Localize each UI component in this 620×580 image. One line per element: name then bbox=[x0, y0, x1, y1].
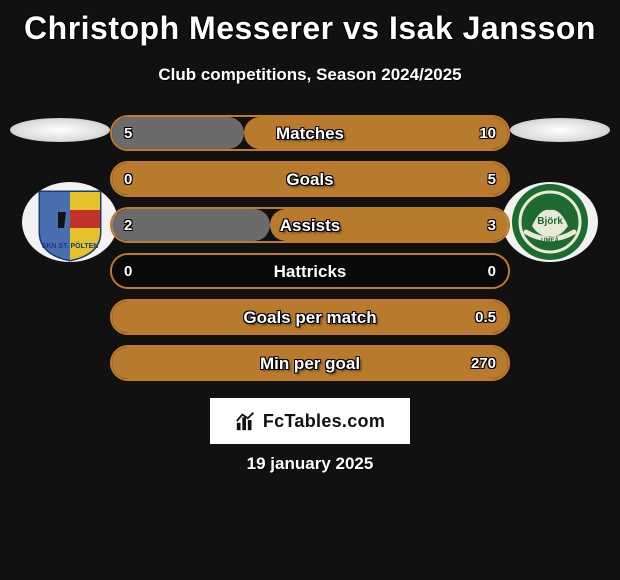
watermark: FcTables.com bbox=[210, 398, 410, 444]
stat-label: Hattricks bbox=[112, 255, 508, 289]
stat-row: 00Hattricks bbox=[0, 248, 620, 294]
stat-row: 270Min per goal bbox=[0, 340, 620, 386]
date-text: 19 january 2025 bbox=[0, 454, 620, 474]
stat-pill: 510Matches bbox=[110, 115, 510, 151]
stat-label: Assists bbox=[112, 209, 508, 243]
stat-pill: 0.5Goals per match bbox=[110, 299, 510, 335]
stat-row: 0.5Goals per match bbox=[0, 294, 620, 340]
stat-label: Matches bbox=[112, 117, 508, 151]
stat-pill: 05Goals bbox=[110, 161, 510, 197]
stat-row: 05Goals bbox=[0, 156, 620, 202]
stat-pill: 270Min per goal bbox=[110, 345, 510, 381]
stat-label: Min per goal bbox=[112, 347, 508, 381]
page-title: Christoph Messerer vs Isak Jansson bbox=[0, 0, 620, 47]
stat-label: Goals per match bbox=[112, 301, 508, 335]
stat-row: 23Assists bbox=[0, 202, 620, 248]
stat-pill: 23Assists bbox=[110, 207, 510, 243]
watermark-text: FcTables.com bbox=[263, 411, 385, 432]
stat-row: 510Matches bbox=[0, 110, 620, 156]
stat-pill: 00Hattricks bbox=[110, 253, 510, 289]
stats-container: 510Matches 05Goals 23Assists 00Hattricks 0.5… bbox=[0, 110, 620, 386]
stat-label: Goals bbox=[112, 163, 508, 197]
chart-icon bbox=[235, 410, 257, 432]
page-subtitle: Club competitions, Season 2024/2025 bbox=[0, 65, 620, 85]
